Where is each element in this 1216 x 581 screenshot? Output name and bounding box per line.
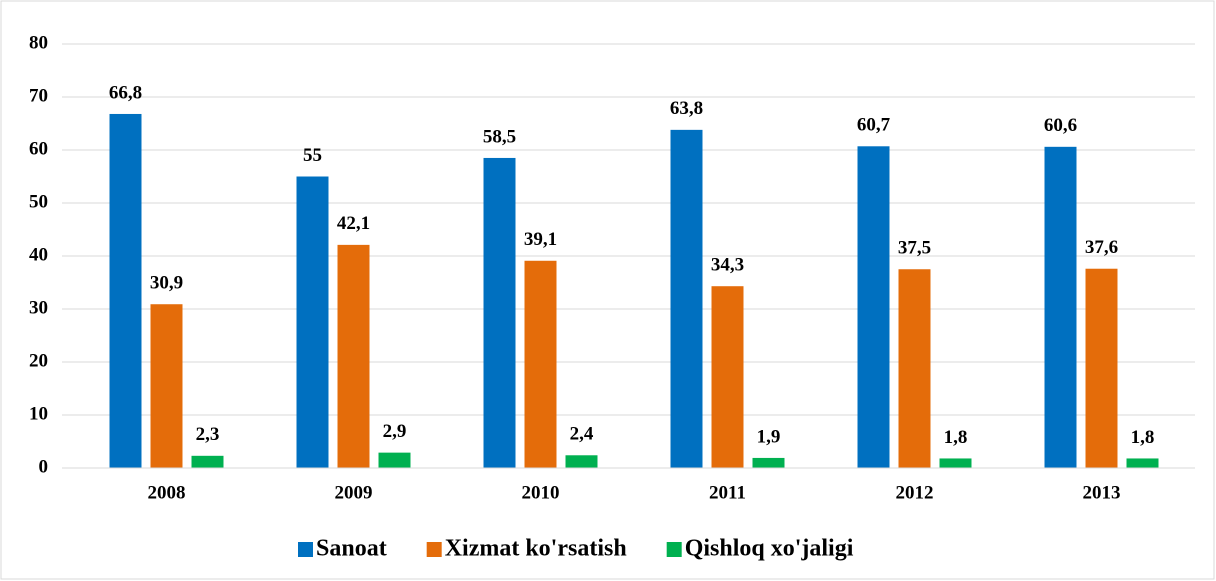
data-label: 1,8 (1131, 427, 1155, 448)
x-tick-label: 2011 (709, 482, 746, 503)
data-label: 66,8 (109, 82, 142, 103)
data-label: 1,8 (944, 427, 968, 448)
bar (939, 458, 972, 468)
y-tick-label: 40 (29, 244, 48, 265)
legend-label: Qishloq xo'jaligi (685, 536, 854, 562)
data-label: 37,5 (898, 238, 931, 259)
data-label: 2,4 (570, 424, 594, 445)
y-tick-label: 80 (29, 32, 48, 53)
y-tick-label: 70 (29, 85, 48, 106)
x-tick-label: 2013 (1083, 482, 1121, 503)
y-tick-label: 30 (29, 297, 48, 318)
legend-swatch (426, 542, 442, 557)
data-label: 39,1 (524, 229, 557, 250)
data-label: 60,6 (1044, 115, 1077, 136)
bar (378, 452, 411, 468)
bar (1085, 268, 1118, 468)
bar (898, 269, 931, 468)
y-tick-label: 20 (29, 350, 48, 371)
bar (1044, 146, 1077, 468)
bar (337, 244, 370, 468)
x-tick-label: 2008 (148, 482, 186, 503)
bar (150, 304, 183, 468)
legend-label: Xizmat ko'rsatish (445, 536, 627, 562)
bar (109, 113, 142, 469)
y-tick-label: 10 (29, 403, 48, 424)
data-label: 55 (303, 145, 322, 166)
data-label: 58,5 (483, 126, 516, 147)
bar (670, 129, 703, 469)
data-label: 63,8 (670, 98, 703, 119)
data-label: 34,3 (711, 255, 744, 276)
data-label: 60,7 (857, 115, 891, 136)
bar (711, 286, 744, 468)
y-tick-label: 50 (29, 191, 48, 212)
bar (524, 260, 557, 468)
bar (565, 455, 598, 468)
data-label: 2,3 (196, 424, 220, 445)
bar (483, 157, 516, 468)
data-label: 42,1 (337, 213, 370, 234)
bar (857, 146, 890, 469)
legend: Sanoat Xizmat ko'rsatish Qishloq xo'jaligi (298, 536, 854, 562)
data-label: 1,9 (757, 426, 781, 447)
x-tick-label: 2009 (335, 482, 373, 503)
bar (191, 455, 224, 468)
bar (752, 457, 785, 468)
data-label: 37,6 (1085, 237, 1118, 258)
x-tick-label: 2010 (522, 482, 560, 503)
data-label: 2,9 (383, 421, 407, 442)
legend-swatch (666, 542, 682, 557)
data-label: 30,9 (150, 273, 183, 294)
y-tick-label: 0 (39, 456, 49, 477)
x-tick-label: 2012 (896, 482, 934, 503)
legend-label: Sanoat (316, 536, 387, 562)
legend-swatch (298, 542, 313, 557)
bar (1126, 458, 1159, 468)
y-tick-label: 60 (29, 138, 48, 159)
bar (296, 176, 329, 468)
